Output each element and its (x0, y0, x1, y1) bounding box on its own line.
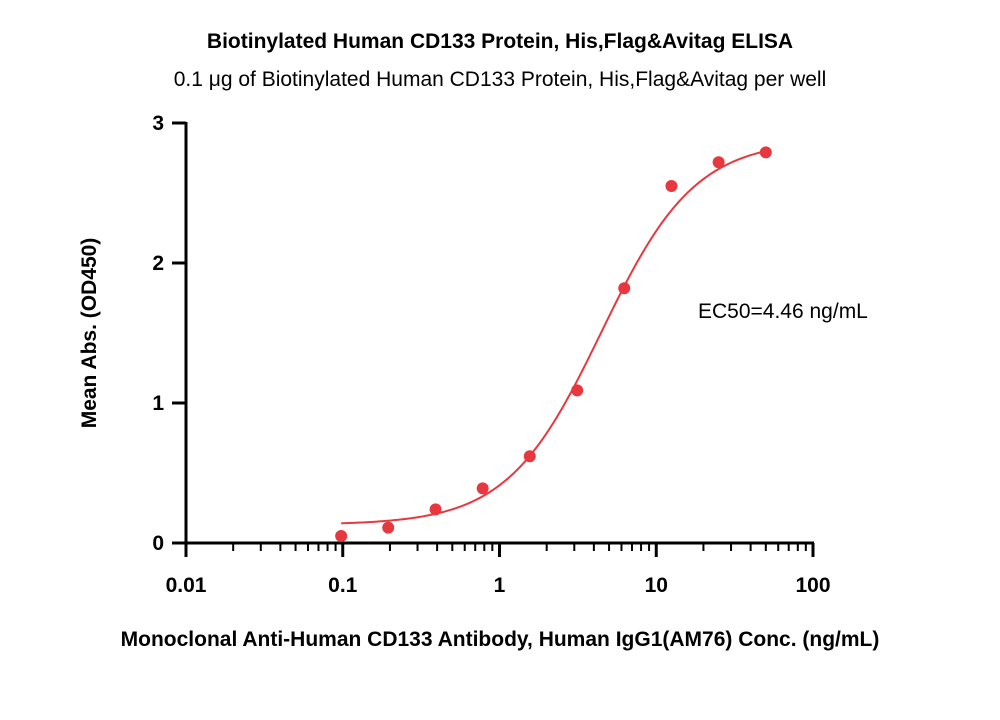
y-tick-label: 3 (152, 112, 164, 135)
x-tick-label: 0.1 (328, 574, 358, 597)
x-tick-label: 0.01 (166, 574, 207, 597)
x-tick-label: 1 (494, 574, 506, 597)
y-tick-label: 0 (152, 532, 164, 555)
data-point (571, 384, 584, 397)
y-tick-label: 2 (152, 252, 164, 275)
x-axis-title: Monoclonal Anti-Human CD133 Antibody, Hu… (121, 628, 880, 651)
chart-subtitle: 0.1 μg of Biotinylated Human CD133 Prote… (173, 68, 827, 91)
data-point (429, 503, 442, 516)
data-points-layer (335, 146, 772, 542)
ec50-annotation: EC50=4.46 ng/mL (698, 300, 868, 323)
fit-curve-layer (341, 150, 767, 525)
data-point (382, 521, 395, 534)
fit-curve (341, 150, 767, 525)
y-axis-title: Mean Abs. (OD450) (78, 238, 101, 429)
data-point (523, 450, 536, 463)
data-point (335, 530, 348, 542)
data-point (476, 482, 489, 495)
data-point (618, 282, 631, 295)
y-tick-label: 1 (152, 392, 164, 415)
x-tick-label: 100 (795, 574, 830, 597)
x-tick-label: 10 (645, 574, 668, 597)
chart-title: Biotinylated Human CD133 Protein, His,Fl… (206, 30, 794, 53)
data-point (759, 146, 772, 159)
data-point (665, 180, 678, 192)
labels-layer: 0 1 2 3 0.01 0.1 1 10 100 Monoclonal Anti-Human C… (78, 112, 879, 651)
axes (172, 121, 815, 557)
data-point (712, 156, 725, 169)
